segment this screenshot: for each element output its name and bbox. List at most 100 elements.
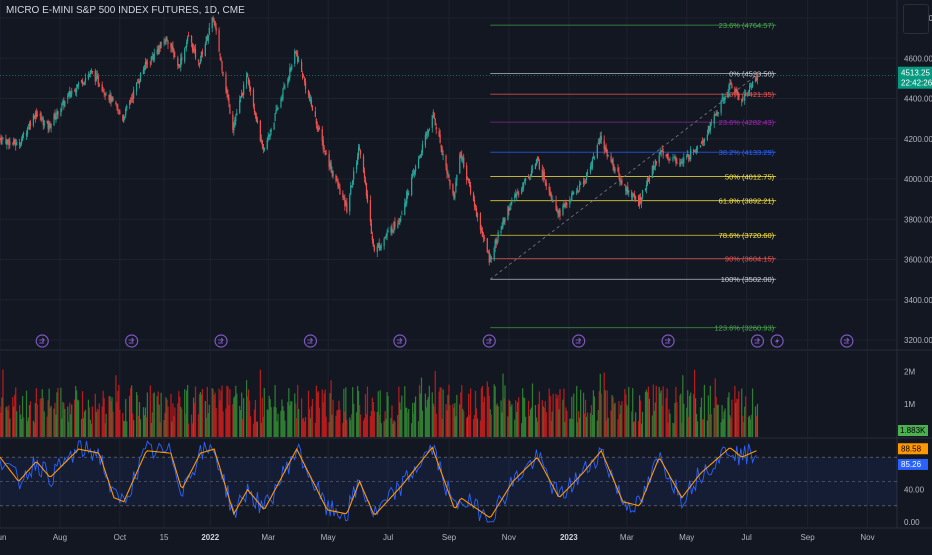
volume-bar — [472, 419, 475, 437]
volume-bar — [481, 385, 483, 437]
volume-bar — [15, 387, 17, 437]
volume-bar — [325, 416, 327, 437]
volume-bar — [655, 385, 657, 437]
candle-body — [232, 114, 234, 130]
price-tick-label: 3800.00 — [904, 215, 932, 224]
candle-body — [151, 56, 153, 58]
lightning-icon[interactable] — [770, 334, 784, 348]
volume-bar — [351, 414, 353, 437]
volume-tick-label: 1M — [904, 400, 915, 409]
volume-bar — [646, 392, 649, 437]
candle-body — [571, 193, 573, 201]
volume-bar — [95, 412, 97, 437]
volume-bar — [376, 412, 378, 437]
volume-bar — [551, 411, 553, 437]
volume-bar — [461, 385, 463, 437]
volume-bar — [215, 407, 217, 437]
volume-bar — [29, 401, 32, 437]
candle-body — [173, 49, 175, 58]
volume-bar — [41, 389, 43, 437]
dividend-arrow-icon[interactable] — [35, 334, 49, 348]
volume-bar — [503, 398, 505, 437]
volume-bar — [558, 409, 560, 437]
candle-body — [115, 102, 117, 104]
dividend-arrow-icon[interactable] — [750, 334, 765, 348]
candle-body — [256, 119, 259, 123]
candle-body — [89, 70, 91, 74]
candle-body — [277, 108, 279, 109]
candle-body — [686, 154, 688, 158]
candle-body — [47, 121, 49, 129]
volume-bar — [43, 411, 45, 437]
candle-body — [194, 48, 197, 58]
candle-body — [431, 114, 433, 128]
candle-body — [466, 165, 468, 180]
volume-bar — [438, 391, 440, 437]
candle-body — [441, 146, 443, 155]
volume-bar — [314, 422, 316, 437]
candle-body — [42, 118, 44, 125]
candle-body — [681, 161, 683, 163]
volume-bar — [373, 411, 375, 437]
volume-bar — [668, 409, 670, 437]
dividend-arrow-icon[interactable] — [214, 334, 228, 348]
volume-bar — [303, 421, 306, 437]
candle-body — [294, 51, 296, 64]
volume-bar — [267, 410, 269, 437]
price-tick-label: 4200.00 — [904, 135, 932, 144]
candle-body — [683, 157, 685, 163]
candle-body — [138, 80, 141, 84]
candle-body — [748, 91, 750, 93]
volume-bar — [448, 384, 450, 437]
volume-bar — [727, 397, 729, 437]
fib-level-label: 123.6% (3260.93) — [714, 324, 774, 333]
dividend-arrow-icon[interactable] — [572, 334, 586, 348]
price-tick-label: 4000.00 — [904, 175, 932, 184]
candle-body — [489, 254, 491, 262]
candle-body — [290, 68, 292, 70]
volume-bar — [63, 403, 65, 437]
volume-bar — [613, 404, 615, 437]
volume-bar — [683, 403, 685, 437]
dividend-arrow-icon[interactable] — [482, 334, 496, 348]
candle-body — [136, 82, 139, 84]
volume-bar — [383, 421, 385, 437]
candle-body — [641, 190, 644, 198]
candle-body — [476, 213, 479, 217]
candle-body — [446, 166, 448, 174]
volume-bar — [317, 391, 319, 437]
stoch-k-value: 85.26 — [901, 460, 922, 469]
candle-body — [5, 139, 7, 144]
candle-body — [634, 194, 636, 199]
chart-settings-box[interactable] — [903, 4, 929, 34]
volume-bar — [559, 388, 561, 437]
dividend-arrow-icon[interactable] — [661, 334, 675, 348]
volume-bar — [756, 403, 759, 437]
volume-bar — [707, 395, 709, 437]
volume-bar — [723, 411, 725, 437]
candle-body — [343, 197, 345, 199]
candle-body — [468, 178, 470, 180]
candle-body — [1, 138, 3, 144]
volume-bar — [62, 401, 64, 437]
dividend-arrow-icon[interactable] — [840, 334, 854, 348]
dividend-arrow-icon[interactable] — [125, 334, 139, 348]
dividend-arrow-icon[interactable] — [393, 334, 407, 348]
candle-body — [233, 126, 235, 131]
volume-bar — [19, 405, 21, 437]
candle-body — [54, 113, 56, 120]
volume-bar — [274, 385, 276, 437]
volume-bar — [83, 411, 86, 437]
volume-bar — [324, 389, 326, 437]
candle-body — [197, 59, 200, 62]
candle-body — [744, 93, 746, 101]
candle-body — [311, 106, 314, 111]
candle-body — [359, 150, 362, 155]
volume-bar — [453, 407, 455, 437]
candle-body — [472, 193, 475, 202]
candle-body — [666, 155, 668, 156]
candle-body — [479, 213, 482, 230]
dividend-arrow-icon[interactable] — [303, 334, 318, 348]
